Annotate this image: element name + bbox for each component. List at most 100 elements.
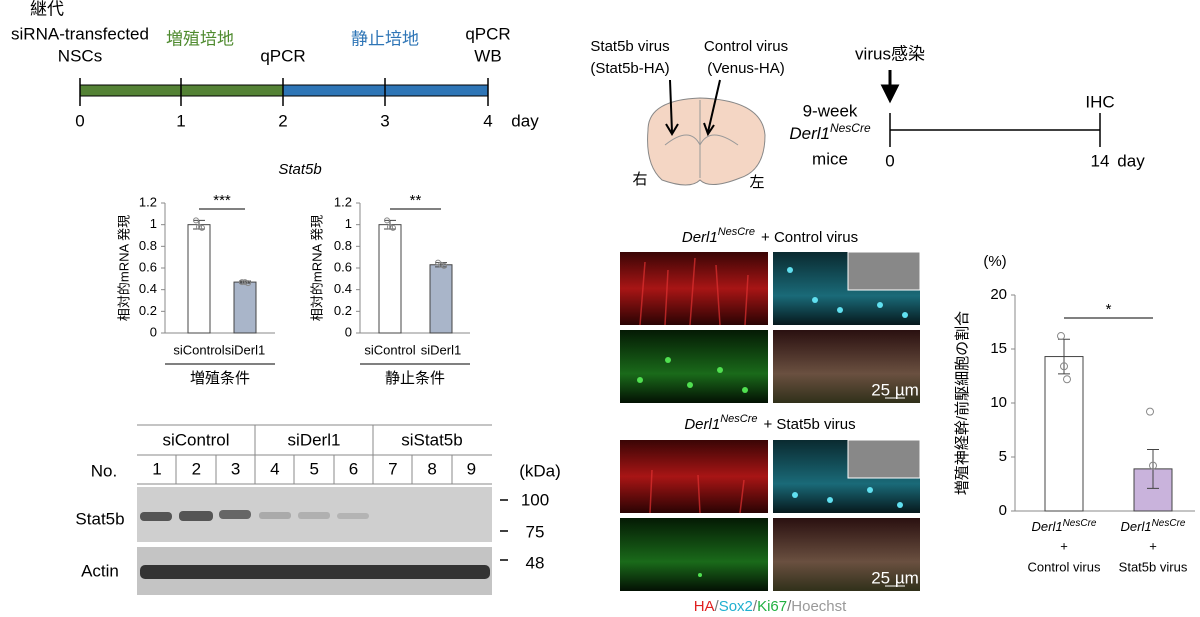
row-label: Actin (81, 561, 119, 580)
y-tick-label: 0.4 (334, 281, 352, 296)
ticks (79, 78, 489, 106)
bar (187, 224, 211, 334)
y-tick-label: 1.2 (334, 194, 352, 209)
scale-label: 25 µm (871, 568, 919, 587)
y-tick-label: 1 (345, 216, 352, 231)
y-tick-label: 0.8 (139, 238, 157, 253)
data-point (193, 217, 199, 224)
timeline-2: virus感染 9-week Derl1NesCre mice 0 14 day… (789, 44, 1145, 170)
label: 右 (632, 171, 647, 188)
label: qPCR (465, 24, 510, 43)
y-tick-label: 0.8 (334, 238, 352, 253)
brain-detail (664, 100, 739, 178)
timeline-1: 継代 siRNA-transfected NSCs 増殖培地 qPCR 静止培地… (11, 0, 539, 130)
lane-label: 8 (427, 459, 436, 478)
label: virus感染 (855, 44, 925, 63)
group-label: siStat5b (401, 430, 462, 449)
lane-label: 5 (309, 459, 318, 478)
stain: Sox2 (719, 598, 753, 615)
tick-label: 1 (176, 111, 185, 130)
image-merge (773, 518, 920, 591)
unit: day (1117, 151, 1145, 170)
label: mice (812, 149, 848, 168)
significance: * (1106, 301, 1112, 318)
label: WB (474, 46, 501, 65)
lane-label: 4 (270, 459, 279, 478)
significance: ** (410, 192, 422, 209)
tick-label: 4 (483, 111, 492, 130)
chart-title: Stat5b (278, 161, 321, 178)
y-tick-label: 0 (345, 324, 352, 339)
bar (233, 281, 257, 334)
bands (140, 510, 490, 579)
stain: HA (694, 598, 715, 615)
blot-grid (137, 424, 492, 485)
group-label: siDerl1 (288, 430, 341, 449)
genotype-sup: NesCre (830, 121, 871, 135)
x-tick-label: siControl (364, 342, 415, 357)
image-texture (639, 257, 749, 514)
panel-title: Derl1NesCre + Control virus (682, 226, 858, 246)
injection-diagram: Stat5b virus (Stat5b-HA) Control virus (… (590, 38, 788, 191)
group-label: 静止条件 (385, 370, 445, 387)
bar (429, 264, 453, 334)
ihc-panels: Derl1NesCre + Control virus Derl1 NesCre + … (620, 226, 921, 615)
stain: Ki67 (757, 598, 787, 615)
label: 継代 (30, 0, 64, 18)
y-tick-label: 0 (150, 324, 157, 339)
row-label: Stat5b (75, 509, 124, 528)
lane-label: 6 (349, 459, 358, 478)
data-point (387, 223, 393, 230)
data-point (441, 262, 447, 269)
x-tick-label: siDerl1 (421, 342, 461, 357)
label: NSCs (58, 46, 102, 65)
label: Stat5b virus (590, 38, 669, 55)
x-tick-label: Derl1NesCre (1121, 518, 1186, 535)
lane-label: 1 (152, 459, 161, 478)
separator: / (787, 598, 792, 615)
genotype: Derl1 (1121, 519, 1152, 534)
data-point (245, 280, 251, 287)
genotype: Derl1 (682, 229, 718, 246)
y-tick-label: 0 (999, 502, 1007, 519)
marker-ticks (500, 499, 508, 561)
phase-label: 増殖培地 (166, 29, 234, 48)
genotype-sup: NesCre (1063, 518, 1097, 529)
y-axis-label: 相対的mRNA 発現 (116, 215, 131, 321)
x-tick-label: + (1149, 538, 1157, 553)
y-tick-label: 1 (150, 216, 157, 231)
genotype-sup: NesCre (1152, 518, 1186, 529)
y-tick-label: 0.2 (139, 303, 157, 318)
y-tick-label: 0.6 (139, 259, 157, 274)
separator: / (715, 598, 720, 615)
label: Derl1NesCre (789, 121, 871, 143)
data-point (239, 279, 245, 286)
label: (Stat5b-HA) (590, 60, 669, 77)
western-blot: siControl siDerl1 siStat5b No. (kDa) 1 2 3… (75, 424, 561, 595)
data-point (196, 223, 202, 230)
group-label: siControl (162, 430, 229, 449)
data-point (1060, 362, 1068, 371)
marker-label: 75 (526, 522, 545, 541)
lane-header: No. (91, 461, 117, 480)
image-inset (847, 439, 921, 479)
scale-label: 25 µm (871, 380, 919, 399)
label: 9-week (803, 101, 858, 120)
image-texture (637, 357, 748, 577)
unit: (kDa) (519, 461, 561, 480)
group-label: 増殖条件 (190, 370, 250, 387)
tick-label: 3 (380, 111, 389, 130)
image-merge (773, 330, 920, 403)
label: Control virus (704, 38, 788, 55)
lane-label: 3 (231, 459, 240, 478)
genotype-sup: NesCre (720, 413, 757, 425)
tick-label: 0 (885, 151, 894, 170)
virus: + Stat5b virus (764, 416, 856, 433)
data-point (390, 224, 396, 231)
y-tick-label: 0.6 (334, 259, 352, 274)
y-axis-label: 増殖神経幹/前駆細胞の割合 (953, 311, 971, 495)
arrow (880, 70, 900, 104)
marker-label: 48 (526, 553, 545, 572)
y-tick-label: 10 (990, 394, 1007, 411)
